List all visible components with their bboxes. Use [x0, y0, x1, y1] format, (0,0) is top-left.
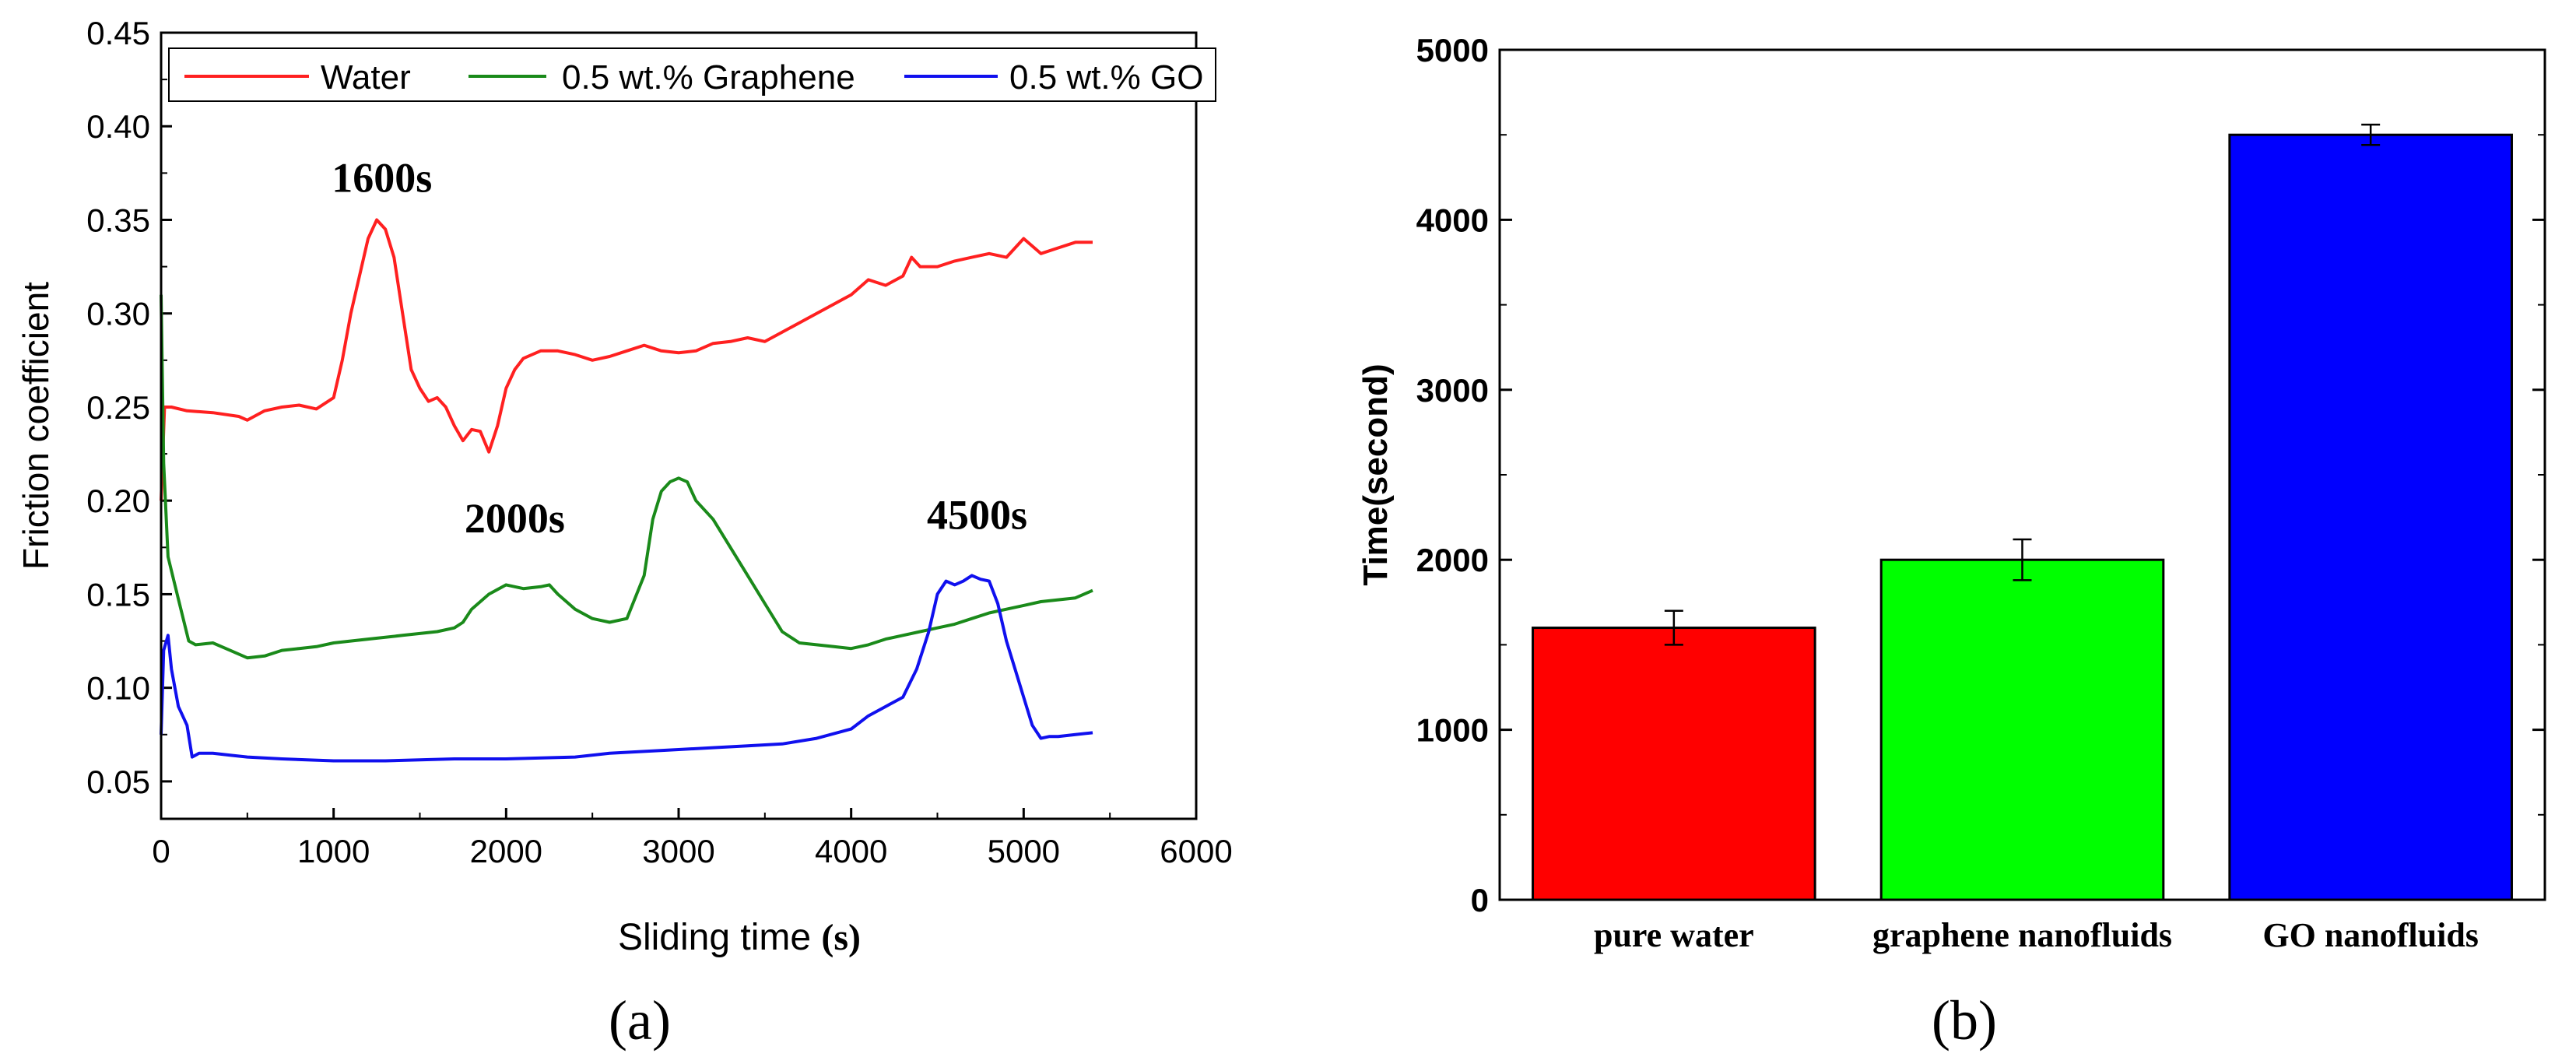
- legend-box: [168, 47, 1216, 102]
- line-chart-y-axis-label: Friction coefficient: [16, 282, 56, 570]
- y-tick-label: 1000: [1416, 712, 1489, 749]
- legend-label-go: 0.5 wt.% GO: [1009, 58, 1203, 97]
- line-chart-x-axis-label: Sliding time (s): [618, 917, 861, 958]
- panel-label-a: (a): [609, 989, 671, 1052]
- bar-chart-b: 0 1000 2000 3000 4000 5000 pure water graphene…: [1356, 32, 2546, 1052]
- line-chart-tick-labels: 0 1000 2000 3000 4000 5000 6000 0.05 0.10 0.15 0.2…: [86, 15, 1232, 869]
- line-chart-legend: Water 0.5 wt.% Graphene 0.5 wt.% GO: [168, 47, 1216, 102]
- series-line-graphene: [160, 294, 1093, 660]
- x-tick-label: 4000: [815, 833, 887, 869]
- y-tick-label: 0.35: [86, 202, 150, 238]
- y-tick-label: 3000: [1416, 372, 1489, 409]
- bar-chart-category-labels: pure water graphene nanofluids GO nanoflui…: [1594, 916, 2479, 954]
- legend-label-graphene: 0.5 wt.% Graphene: [562, 58, 855, 97]
- y-tick-label: 4000: [1416, 202, 1489, 238]
- bar-chart-tick-labels: 0 1000 2000 3000 4000 5000: [1416, 32, 1489, 918]
- peak-annotation: 4500s: [927, 491, 1027, 538]
- y-tick-label: 2000: [1416, 542, 1489, 578]
- y-tick-label: 0.30: [86, 296, 150, 332]
- bar-pure-water: [1532, 627, 1816, 901]
- series-line-water: [160, 218, 1093, 501]
- x-tick-label: 2000: [470, 833, 542, 869]
- legend-label-water: Water: [321, 58, 411, 97]
- y-tick-label: 0.20: [86, 483, 150, 519]
- series-line-go: [160, 574, 1093, 763]
- panel-label-b: (b): [1932, 989, 1997, 1052]
- line-chart-a: 0 1000 2000 3000 4000 5000 6000 0.05 0.10 0.15 0.2…: [16, 15, 1233, 1052]
- bar-go-nanofluids: [2228, 133, 2513, 901]
- x-axis-label-unit: (s): [821, 917, 861, 958]
- peak-annotation: 1600s: [332, 154, 432, 201]
- category-label-go-nanofluids: GO nanofluids: [2262, 916, 2479, 954]
- category-label-pure-water: pure water: [1594, 916, 1754, 954]
- peak-annotation: 2000s: [465, 495, 565, 542]
- y-tick-label: 0.10: [86, 670, 150, 707]
- bar-chart-y-axis-label: Time(second): [1356, 363, 1395, 585]
- y-tick-label: 0: [1471, 882, 1489, 918]
- line-chart-series: [160, 218, 1093, 763]
- line-chart-annotations: 1600s 2000s 4500s: [332, 154, 1027, 542]
- y-tick-label: 0.05: [86, 764, 150, 800]
- category-label-graphene-nanofluids: graphene nanofluids: [1872, 916, 2172, 954]
- x-tick-label: 5000: [988, 833, 1060, 869]
- bar-graphene-nanofluids: [1879, 558, 2165, 901]
- x-tick-label: 3000: [642, 833, 714, 869]
- line-chart-ticks: [160, 31, 1198, 819]
- y-tick-label: 5000: [1416, 32, 1489, 68]
- y-tick-label: 0.45: [86, 15, 150, 51]
- y-tick-label: 0.25: [86, 389, 150, 426]
- x-tick-label: 6000: [1160, 833, 1232, 869]
- x-tick-label: 0: [152, 833, 170, 869]
- y-tick-label: 0.40: [86, 108, 150, 145]
- x-axis-label-main: Sliding time: [618, 917, 821, 958]
- line-chart-frame: [160, 31, 1198, 820]
- y-tick-label: 0.15: [86, 576, 150, 613]
- bar-chart-frame: [1498, 48, 2546, 901]
- x-tick-label: 1000: [297, 833, 370, 869]
- bar-chart-bars: [1532, 123, 2513, 901]
